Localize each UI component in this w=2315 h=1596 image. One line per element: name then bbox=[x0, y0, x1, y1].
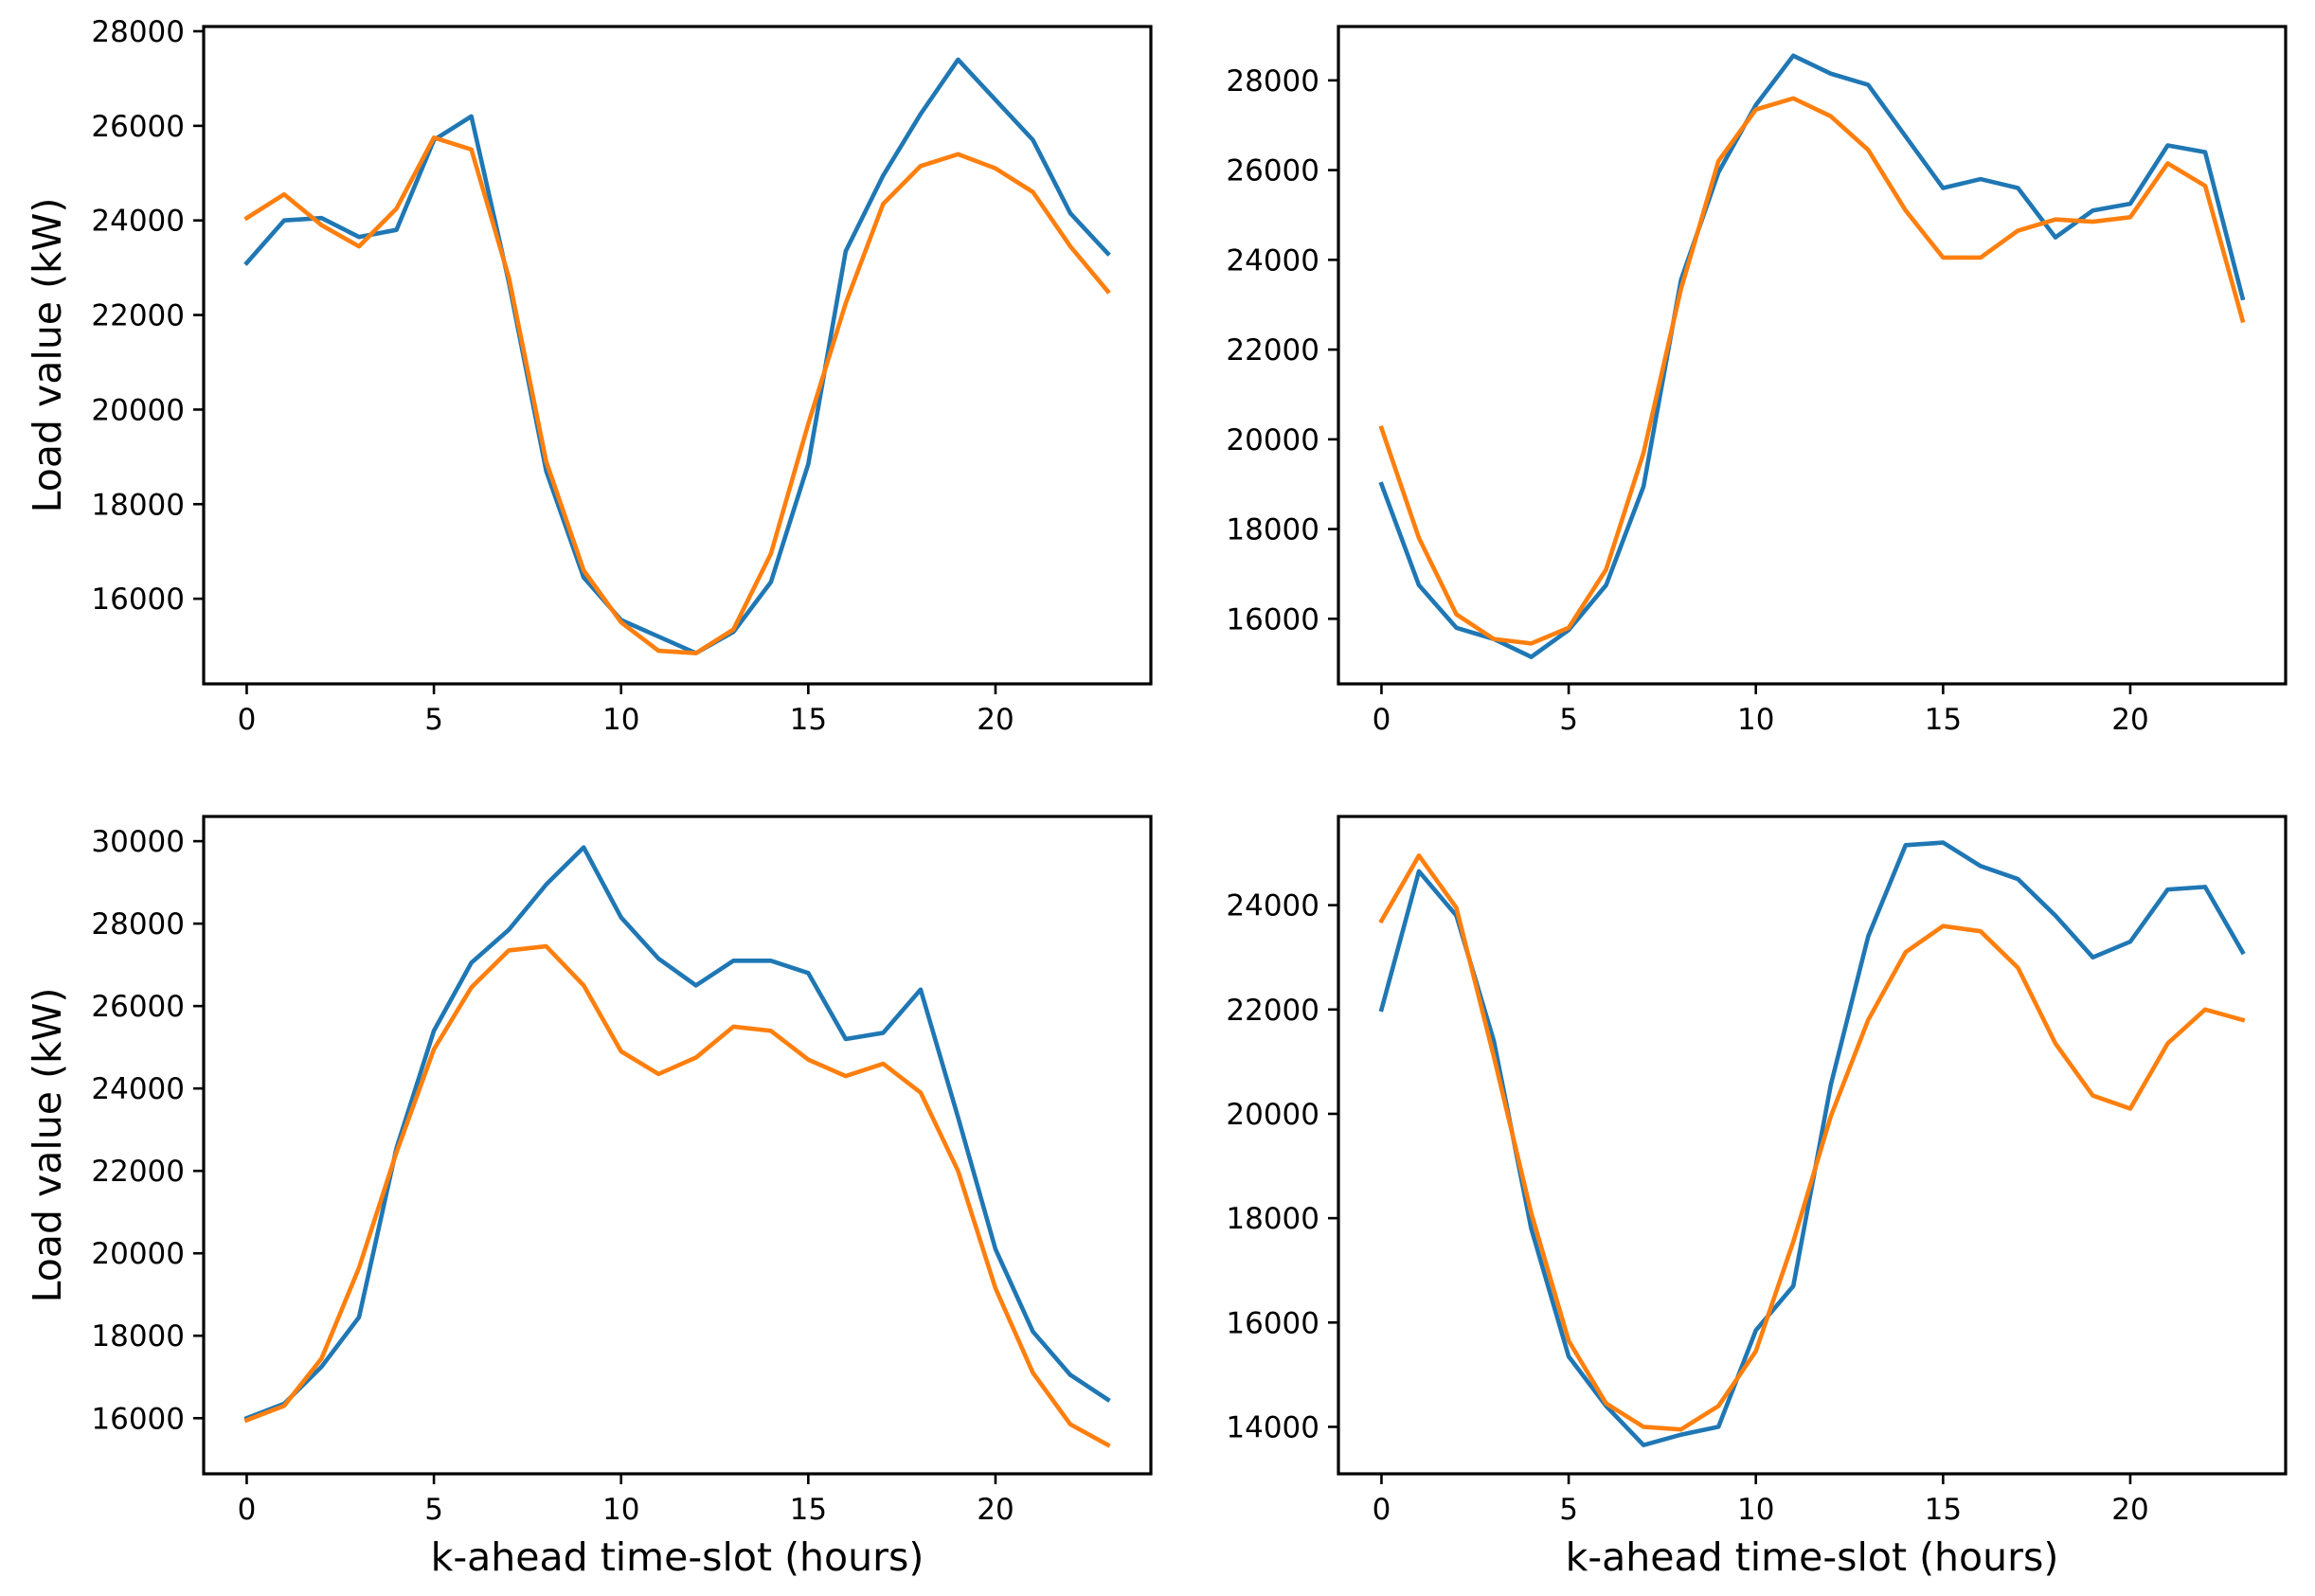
chart-1-axes-frame bbox=[1337, 25, 2288, 686]
chart-3: 0 5 10 15 20 14000 16000 18000 20000 22000 24000 k-… bbox=[1226, 815, 2288, 1580]
chart-3-x-tick-label-0: 0 bbox=[1373, 1493, 1391, 1527]
chart-2-series-1-line bbox=[243, 845, 1111, 1422]
chart-3-y-tick-label-5: 24000 bbox=[1226, 889, 1319, 924]
chart-2-series-2-line bbox=[243, 943, 1111, 1448]
chart-3-y-tick-label-0: 14000 bbox=[1226, 1410, 1319, 1444]
chart-0-x-tick-label-1: 5 bbox=[424, 703, 443, 737]
chart-0-y-axis-label: Load value (kW) bbox=[25, 198, 70, 513]
chart-3-y-tick-label-2: 18000 bbox=[1226, 1202, 1319, 1236]
chart-1-x-tick-label-2: 10 bbox=[1737, 703, 1774, 737]
chart-3-x-tick-label-1: 5 bbox=[1559, 1493, 1578, 1527]
chart-3-y-tick-label-3: 20000 bbox=[1226, 1098, 1319, 1132]
chart-1-y-tick-label-5: 26000 bbox=[1226, 154, 1319, 188]
chart-0-y-tick-label-5: 26000 bbox=[91, 110, 185, 144]
chart-1-x-tick-label-3: 15 bbox=[1925, 703, 1962, 737]
chart-0-axes-frame bbox=[202, 25, 1153, 686]
chart-0-y-tick-label-6: 28000 bbox=[91, 15, 185, 49]
chart-0-x-tick-label-2: 10 bbox=[602, 703, 639, 737]
chart-1-y-tick-label-0: 16000 bbox=[1226, 602, 1319, 637]
chart-2-axes-frame bbox=[202, 815, 1153, 1476]
chart-2-y-tick-label-7: 30000 bbox=[91, 825, 185, 859]
chart-3-series-1-line bbox=[1378, 840, 2246, 1448]
chart-0-series-2-line bbox=[243, 135, 1111, 655]
chart-3-series-2-line bbox=[1378, 853, 2246, 1432]
chart-2-y-tick-label-3: 22000 bbox=[91, 1155, 185, 1189]
chart-0: 0 5 10 15 20 16000 18000 20000 22000 24000 26000 28… bbox=[25, 15, 1153, 737]
chart-1-series-1-line bbox=[1378, 53, 2246, 659]
chart-2-x-tick-label-2: 10 bbox=[602, 1493, 639, 1527]
chart-2-y-tick-label-6: 28000 bbox=[91, 907, 185, 941]
chart-2: 0 5 10 15 20 16000 18000 20000 22000 24000 26000 28… bbox=[25, 815, 1153, 1580]
chart-2-y-tick-label-5: 26000 bbox=[91, 990, 185, 1024]
chart-1-x-tick-label-1: 5 bbox=[1559, 703, 1578, 737]
chart-3-x-tick-label-3: 15 bbox=[1925, 1493, 1962, 1527]
chart-3-x-tick-label-4: 20 bbox=[2111, 1493, 2148, 1527]
chart-0-y-tick-label-3: 22000 bbox=[91, 299, 185, 333]
chart-3-x-axis-label: k-ahead time-slot (hours) bbox=[1566, 1534, 2059, 1580]
chart-2-y-tick-label-2: 20000 bbox=[91, 1237, 185, 1271]
chart-1-y-tick-label-2: 20000 bbox=[1226, 423, 1319, 457]
chart-0-x-tick-label-4: 20 bbox=[977, 703, 1014, 737]
chart-0-y-tick-label-0: 16000 bbox=[91, 583, 185, 617]
chart-2-x-tick-label-3: 15 bbox=[790, 1493, 827, 1527]
chart-2-y-tick-label-0: 16000 bbox=[91, 1402, 185, 1436]
chart-0-y-tick-label-4: 24000 bbox=[91, 205, 185, 239]
chart-2-y-axis-label: Load value (kW) bbox=[25, 988, 70, 1303]
chart-1-y-tick-label-1: 18000 bbox=[1226, 513, 1319, 547]
chart-2-x-tick-label-1: 5 bbox=[424, 1493, 443, 1527]
chart-3-y-tick-label-1: 16000 bbox=[1226, 1306, 1319, 1340]
chart-0-series-1-line bbox=[243, 57, 1111, 655]
chart-1-series-2-line bbox=[1378, 96, 2246, 646]
chart-0-x-tick-label-3: 15 bbox=[790, 703, 827, 737]
chart-1-y-tick-label-3: 22000 bbox=[1226, 333, 1319, 368]
chart-1-x-tick-label-4: 20 bbox=[2111, 703, 2148, 737]
chart-2-x-tick-label-0: 0 bbox=[238, 1493, 257, 1527]
chart-0-x-tick-label-0: 0 bbox=[238, 703, 257, 737]
chart-1: 0 5 10 15 20 16000 18000 20000 22000 24000 26000 28… bbox=[1226, 25, 2288, 737]
chart-2-y-tick-label-1: 18000 bbox=[91, 1319, 185, 1354]
chart-2-x-axis-label: k-ahead time-slot (hours) bbox=[431, 1534, 924, 1580]
chart-0-y-tick-label-2: 20000 bbox=[91, 393, 185, 427]
chart-0-y-tick-label-1: 18000 bbox=[91, 488, 185, 522]
chart-1-x-tick-label-0: 0 bbox=[1373, 703, 1391, 737]
chart-1-y-tick-label-6: 28000 bbox=[1226, 64, 1319, 99]
chart-1-y-tick-label-4: 24000 bbox=[1226, 243, 1319, 278]
chart-2-y-tick-label-4: 24000 bbox=[91, 1072, 185, 1106]
chart-3-x-tick-label-2: 10 bbox=[1737, 1493, 1774, 1527]
chart-3-y-tick-label-4: 22000 bbox=[1226, 994, 1319, 1028]
chart-3-axes-frame bbox=[1337, 815, 2288, 1476]
chart-2-x-tick-label-4: 20 bbox=[977, 1493, 1014, 1527]
